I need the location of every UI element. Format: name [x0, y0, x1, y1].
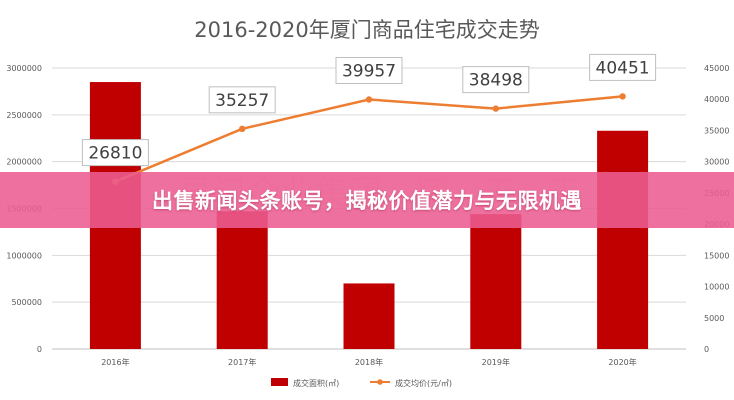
bar — [597, 130, 649, 349]
legend-label-line: 成交均价(元/㎡) — [395, 378, 452, 388]
right-tick-label: 40000 — [704, 95, 729, 104]
right-tick-label: 15000 — [704, 251, 729, 260]
data-label-box — [335, 56, 403, 84]
left-tick-label: 500000 — [11, 298, 42, 307]
promo-banner[interactable]: 出售新闻头条账号，揭秘价值潜力与无限机遇 — [0, 172, 734, 228]
left-tick-label: 0 — [37, 345, 42, 354]
left-tick-label: 3000000 — [6, 64, 42, 73]
left-tick-label: 2500000 — [6, 111, 42, 120]
x-tick-label: 2020年 — [608, 357, 636, 367]
data-label-box — [208, 86, 276, 114]
bar — [216, 211, 268, 349]
right-tick-label: 10000 — [704, 283, 729, 292]
right-tick-label: 5000 — [704, 314, 724, 323]
left-tick-label: 2000000 — [6, 158, 42, 167]
data-label-box — [81, 139, 149, 167]
line-point — [492, 105, 499, 112]
data-label: 35257 — [215, 91, 269, 111]
right-tick-label: 30000 — [704, 158, 729, 167]
bar — [470, 214, 522, 349]
x-tick-label: 2019年 — [482, 357, 510, 367]
x-tick-label: 2018年 — [355, 357, 383, 367]
line-point — [239, 125, 246, 133]
right-tick-label: 45000 — [704, 64, 729, 73]
price-line — [114, 95, 623, 183]
bar — [343, 283, 395, 349]
x-tick-label: 2017年 — [228, 357, 256, 367]
data-label: 26810 — [88, 144, 142, 164]
data-label-box — [462, 66, 530, 94]
line-point — [619, 93, 626, 100]
legend-swatch-bar — [271, 378, 288, 386]
right-tick-label: 35000 — [704, 126, 729, 135]
banner-text: 出售新闻头条账号，揭秘价值潜力与无限机遇 — [152, 189, 582, 213]
right-tick-label: 0 — [704, 345, 709, 354]
line-point — [365, 96, 373, 103]
data-label-box — [589, 53, 657, 81]
data-label: 39957 — [342, 61, 396, 81]
x-tick-label: 2016年 — [101, 357, 129, 367]
left-tick-label: 1000000 — [6, 251, 42, 260]
legend-swatch-point — [377, 379, 383, 385]
data-label: 38498 — [469, 71, 523, 91]
legend-label-bar: 成交面积(㎡) — [293, 378, 339, 388]
chart-title: 2016-2020年厦门商品住宅成交走势 — [194, 18, 539, 42]
data-label: 40451 — [596, 58, 650, 78]
